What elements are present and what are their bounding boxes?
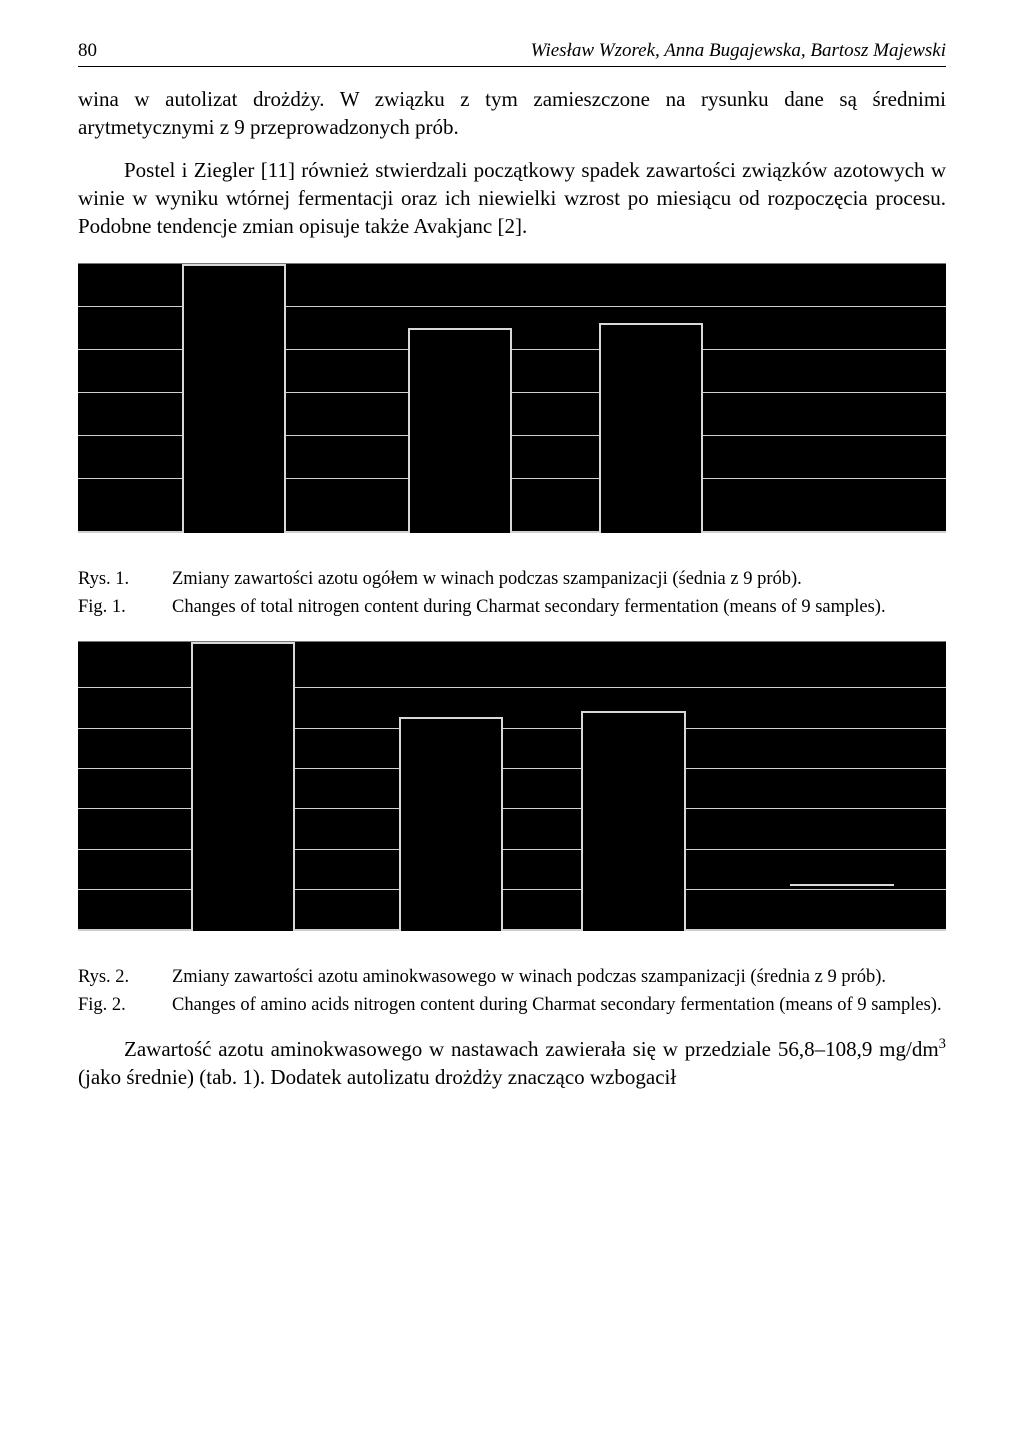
chart-background: [78, 642, 946, 931]
chart-segment: [790, 884, 894, 896]
figure-2-caption: Rys. 2. Zmiany zawartości azotu aminokwa…: [78, 965, 946, 1017]
body-paragraph-2: Postel i Ziegler [11] również stwierdzal…: [78, 156, 946, 241]
para-text-pre: Zawartość azotu aminokwasowego w nastawa…: [124, 1037, 939, 1061]
chart-inner: [78, 642, 946, 931]
chart-bar: [408, 328, 512, 532]
figure-1-chart: [78, 263, 946, 533]
chart-background: [78, 264, 946, 533]
superscript: 3: [939, 1036, 946, 1052]
page: 80 Wiesław Wzorek, Anna Bugajewska, Bart…: [0, 0, 1024, 1454]
chart-inner: [78, 264, 946, 533]
body-paragraph-3: Zawartość azotu aminokwasowego w nastawa…: [78, 1035, 946, 1092]
chart-bar: [581, 711, 685, 931]
caption-text: Changes of total nitrogen content during…: [172, 595, 946, 619]
caption-tag: Rys. 1.: [78, 567, 158, 591]
header-authors: Wiesław Wzorek, Anna Bugajewska, Bartosz…: [531, 40, 946, 62]
caption-text: Changes of amino acids nitrogen content …: [172, 993, 946, 1017]
caption-tag: Fig. 1.: [78, 595, 158, 619]
figure-1-caption: Rys. 1. Zmiany zawartości azotu ogółem w…: [78, 567, 946, 619]
chart-bar: [182, 264, 286, 533]
figure-2-chart: [78, 641, 946, 931]
para-text-post: (jako średnie) (tab. 1). Dodatek autoliz…: [78, 1065, 676, 1089]
running-header: 80 Wiesław Wzorek, Anna Bugajewska, Bart…: [78, 40, 946, 67]
chart-bar: [399, 717, 503, 931]
caption-tag: Fig. 2.: [78, 993, 158, 1017]
chart-bar: [599, 323, 703, 533]
page-number: 80: [78, 40, 97, 62]
caption-text: Zmiany zawartości azotu ogółem w winach …: [172, 567, 946, 591]
chart-bar: [191, 642, 295, 931]
caption-tag: Rys. 2.: [78, 965, 158, 989]
body-paragraph-1: wina w autolizat drożdży. W związku z ty…: [78, 85, 946, 142]
caption-text: Zmiany zawartości azotu aminokwasowego w…: [172, 965, 946, 989]
